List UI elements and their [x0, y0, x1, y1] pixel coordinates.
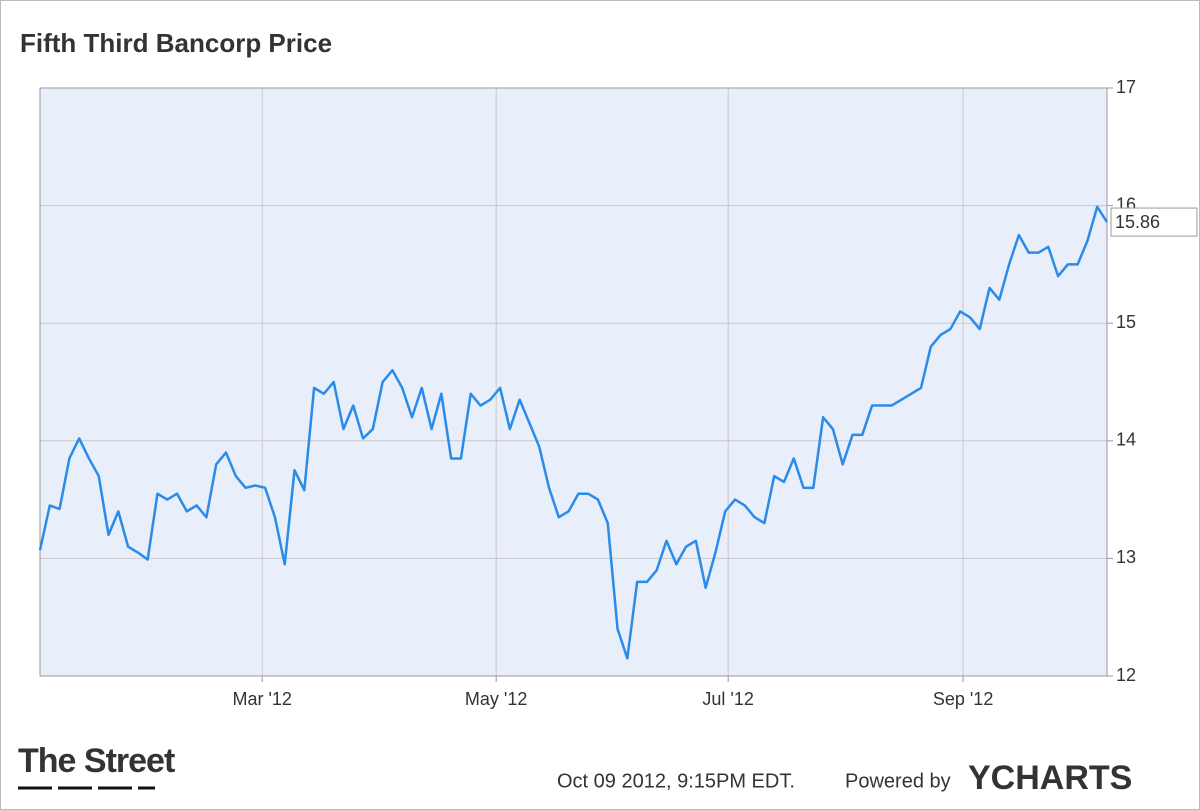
logo: The Street	[18, 742, 175, 780]
x-tick-label: Jul '12	[702, 689, 753, 709]
plot-area	[40, 88, 1107, 676]
y-tick-label: 13	[1116, 547, 1136, 567]
timestamp: Oct 09 2012, 9:15PM EDT.	[557, 770, 795, 792]
last-value-box	[1110, 207, 1198, 237]
brand: YCHARTS	[968, 759, 1132, 797]
last-value-label: 15.86	[1115, 212, 1160, 232]
y-tick-label: 12	[1116, 665, 1136, 685]
y-tick-label: 17	[1116, 77, 1136, 97]
y-tick-label: 15	[1116, 312, 1136, 332]
chart-title: Fifth Third Bancorp Price	[20, 28, 332, 58]
x-tick-label: May '12	[465, 689, 527, 709]
y-tick-label: 14	[1116, 430, 1136, 450]
price-line	[38, 205, 1109, 660]
x-tick-label: Sep '12	[933, 689, 994, 709]
powered-by: Powered by	[845, 770, 951, 792]
x-tick-label: Mar '12	[232, 689, 291, 709]
plot-border	[39, 87, 1108, 677]
